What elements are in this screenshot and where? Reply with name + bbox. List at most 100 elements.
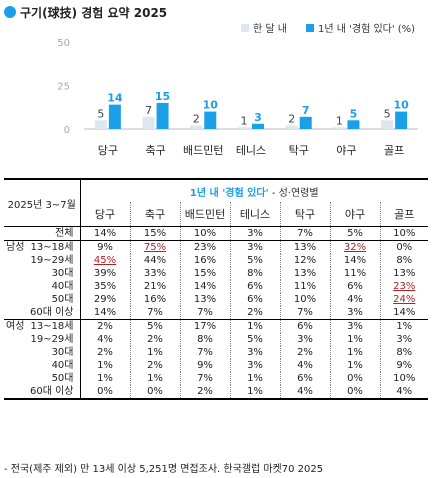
row-label-text: 19~29세: [30, 255, 74, 266]
table-cell: 14%: [79, 306, 130, 320]
x-tick-label: 야구: [336, 144, 356, 157]
data-label-year: 10: [203, 99, 219, 112]
x-tick-label: 배드민턴: [183, 144, 223, 157]
table-cell: 14%: [79, 226, 130, 241]
legend-swatch-2: [306, 24, 314, 32]
table-cell: 13%: [279, 267, 330, 280]
table-cell: 3%: [379, 333, 429, 346]
column-header: 배드민턴: [179, 202, 230, 227]
data-label-month: 7: [145, 104, 152, 117]
table-cell: 14%: [329, 254, 380, 267]
data-label-year: 5: [350, 107, 358, 120]
bar-month: [285, 125, 298, 129]
table-cell: 10%: [179, 226, 230, 241]
row-label: 전체: [4, 226, 80, 241]
table-cell: 7%: [279, 226, 330, 241]
bar-year: [108, 104, 121, 129]
group-label: 남성: [6, 242, 25, 253]
table-cell: 6%: [229, 280, 280, 293]
table-cell: 8%: [229, 267, 280, 280]
row-label-text: 60대 이상: [29, 307, 74, 318]
row-label: 19~29세: [4, 333, 80, 346]
table-cell: 5%: [129, 319, 180, 333]
table-cell: 8%: [179, 333, 230, 346]
row-label-text: 50대: [51, 373, 74, 384]
bar-month: [333, 127, 346, 129]
table-cell: 7%: [129, 306, 180, 320]
table-header-row: 2025년 3~7월 1년 내 '경험 있다' - 성·연령별: [4, 178, 429, 227]
table-cell: 2%: [129, 359, 180, 372]
row-label: 50대: [4, 293, 80, 306]
table-row: 19~29세 45% 44% 16% 5% 12% 14% 8%: [4, 254, 429, 267]
row-label-text: 30대: [51, 268, 74, 279]
table-cell: 17%: [179, 319, 230, 333]
data-table-wrap: 2025년 3~7월 1년 내 '경험 있다' - 성·연령별 당구 축구 배드민턴 테니…: [4, 178, 429, 400]
table-cell: 16%: [129, 293, 180, 306]
table-row: 30대 39% 33% 15% 8% 13% 11% 13%: [4, 267, 429, 280]
data-label-month: 5: [384, 107, 391, 120]
table-cell: 5%: [229, 254, 280, 267]
y-tick-label: 50: [57, 38, 70, 49]
bar-month: [94, 120, 107, 129]
chart-title: 구기(球技) 경험 요약 2025: [20, 5, 168, 20]
row-label-text: 30대: [51, 347, 74, 358]
row-label-text: 13~18세: [30, 321, 74, 332]
table-cell: 0%: [379, 240, 429, 254]
bar-month: [190, 125, 203, 129]
row-label-text: 60대 이상: [29, 386, 74, 397]
row-label: 30대: [4, 267, 80, 280]
table-cell: 2%: [79, 346, 130, 359]
table-cell: 15%: [129, 226, 180, 241]
legend-label-1: 한 달 내: [253, 23, 287, 35]
column-header: 야구: [329, 202, 380, 227]
table-cell: 1%: [329, 359, 380, 372]
row-label: 30대: [4, 346, 80, 359]
column-header: 골프: [379, 202, 429, 227]
legend-swatch-1: [241, 24, 249, 32]
title-bullet-icon: [4, 6, 16, 18]
table-cell: 7%: [179, 346, 230, 359]
column-header: 테니스: [229, 202, 280, 227]
table-cell: 10%: [279, 293, 330, 306]
table-row: 40대 1% 2% 9% 3% 4% 1% 9%: [4, 359, 429, 372]
row-label: 남성 13~18세: [4, 241, 80, 255]
table-cell: 21%: [129, 280, 180, 293]
table-cell: 1%: [129, 372, 180, 385]
footnote: - 전국(제주 제외) 만 13세 이상 5,251명 면접조사. 한국갤럽 마…: [4, 464, 324, 475]
table-cell: 1%: [79, 372, 130, 385]
legend-label-2: 1년 내 '경험 있다' (%): [318, 22, 415, 35]
table-cell: 4%: [379, 385, 429, 400]
table-cell: 9%: [79, 240, 130, 254]
table-row: 남성 13~18세 9% 75% 23% 3% 13% 32% 0%: [4, 240, 429, 255]
column-header: 축구: [129, 202, 180, 227]
group-label: 여성: [6, 321, 25, 332]
table-cell: 2%: [179, 385, 230, 400]
table-cell: 0%: [329, 372, 380, 385]
table-cell: 3%: [229, 226, 280, 241]
table-subtitle-main: 1년 내 '경험 있다': [189, 187, 269, 199]
table-row: 60대 이상 0% 0% 2% 1% 4% 0% 4%: [4, 385, 429, 400]
table-cell: 14%: [379, 306, 429, 320]
data-label-month: 1: [241, 114, 248, 127]
y-tick-label: 0: [64, 125, 70, 136]
table-cell: 4%: [79, 333, 130, 346]
table-cell: 14%: [179, 280, 230, 293]
title-row: 구기(球技) 경험 요약 2025: [4, 3, 167, 21]
table-cell: 6%: [229, 293, 280, 306]
table-cell: 1%: [229, 385, 280, 400]
table-cell: 29%: [79, 293, 130, 306]
table-row: 50대 29% 16% 13% 6% 10% 4% 24%: [4, 293, 429, 306]
table-cell: 0%: [329, 385, 380, 400]
table-cell: 1%: [129, 346, 180, 359]
column-header: 당구: [79, 202, 130, 227]
table-cell: 23%: [179, 240, 230, 254]
data-label-year: 7: [302, 104, 310, 117]
table-cell: 12%: [279, 254, 330, 267]
table-subtitle: 1년 내 '경험 있다' - 성·연령별: [79, 178, 429, 202]
table-row: 30대 2% 1% 7% 3% 2% 1% 8%: [4, 346, 429, 359]
x-tick-label: 테니스: [236, 144, 266, 157]
table-cell: 23%: [379, 280, 429, 293]
table-cell: 15%: [179, 267, 230, 280]
table-row: 40대 35% 21% 14% 6% 11% 6% 23%: [4, 280, 429, 293]
data-label-year: 14: [107, 92, 123, 105]
